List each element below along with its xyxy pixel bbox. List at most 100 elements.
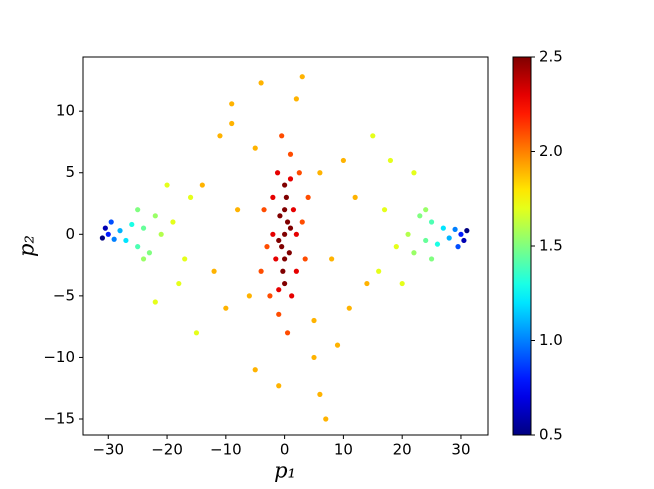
point bbox=[252, 145, 258, 151]
point bbox=[199, 182, 205, 188]
point bbox=[290, 207, 297, 213]
point bbox=[182, 256, 188, 262]
point bbox=[258, 268, 264, 274]
point bbox=[276, 237, 282, 244]
point bbox=[283, 194, 289, 200]
point bbox=[440, 225, 446, 231]
x-tick-label: 30 bbox=[451, 441, 470, 459]
point bbox=[352, 194, 358, 200]
colorbar-tick-label: 1.5 bbox=[539, 237, 563, 255]
point bbox=[99, 235, 105, 241]
point bbox=[234, 207, 241, 213]
point bbox=[346, 305, 352, 311]
point bbox=[289, 293, 295, 299]
point bbox=[305, 194, 311, 200]
point bbox=[284, 219, 291, 225]
point bbox=[105, 231, 111, 237]
point bbox=[423, 207, 429, 213]
point bbox=[393, 244, 399, 250]
point bbox=[405, 231, 411, 237]
point bbox=[282, 231, 288, 237]
point bbox=[135, 207, 141, 213]
point bbox=[279, 244, 285, 250]
point bbox=[102, 225, 108, 231]
colorbar-tick-label: 2.5 bbox=[539, 48, 563, 66]
point bbox=[411, 250, 417, 256]
point bbox=[276, 383, 282, 389]
point bbox=[117, 228, 123, 234]
point bbox=[123, 237, 129, 244]
point bbox=[286, 250, 292, 256]
point bbox=[135, 244, 141, 250]
point bbox=[387, 157, 394, 164]
point bbox=[170, 219, 176, 225]
point bbox=[152, 213, 158, 219]
y-tick-label: −5 bbox=[53, 286, 75, 304]
point bbox=[140, 256, 147, 262]
point bbox=[323, 416, 329, 422]
point bbox=[129, 221, 135, 228]
point bbox=[229, 120, 235, 127]
point bbox=[140, 225, 147, 231]
point bbox=[287, 176, 294, 182]
x-tick-label: −10 bbox=[210, 441, 242, 459]
point bbox=[284, 330, 291, 336]
point bbox=[287, 151, 294, 157]
point bbox=[274, 170, 281, 176]
point bbox=[428, 219, 435, 225]
y-tick-label: 10 bbox=[56, 102, 75, 120]
colorbar-tick-label: 2.0 bbox=[539, 142, 563, 160]
point bbox=[270, 231, 276, 237]
point bbox=[293, 231, 299, 237]
point bbox=[282, 207, 288, 213]
y-axis-label: p₂ bbox=[15, 235, 39, 257]
point bbox=[364, 280, 370, 287]
point bbox=[461, 237, 467, 244]
point bbox=[458, 231, 464, 237]
point bbox=[299, 74, 305, 80]
x-tick-label: −20 bbox=[151, 441, 183, 459]
point bbox=[302, 256, 308, 262]
colorbar-tick-label: 1.0 bbox=[539, 331, 563, 349]
y-tick-label: −10 bbox=[43, 348, 75, 366]
point bbox=[455, 244, 461, 250]
x-tick-label: 10 bbox=[334, 441, 353, 459]
point bbox=[317, 391, 323, 397]
point bbox=[317, 170, 323, 176]
point bbox=[267, 293, 273, 299]
point bbox=[293, 96, 299, 102]
point bbox=[146, 250, 153, 256]
point bbox=[370, 133, 376, 139]
point bbox=[434, 241, 441, 247]
y-tick-label: −15 bbox=[43, 409, 75, 427]
point bbox=[193, 330, 200, 336]
point bbox=[279, 133, 285, 139]
point bbox=[111, 236, 117, 242]
point bbox=[211, 268, 217, 274]
point bbox=[282, 280, 288, 287]
point bbox=[399, 280, 405, 287]
point bbox=[217, 133, 223, 139]
y-tick-label: 5 bbox=[65, 163, 75, 181]
colorbar bbox=[512, 56, 532, 436]
point bbox=[311, 317, 317, 324]
point bbox=[299, 219, 305, 225]
point bbox=[108, 219, 114, 225]
point bbox=[464, 228, 470, 234]
point bbox=[381, 207, 388, 213]
point bbox=[229, 101, 235, 107]
point bbox=[264, 244, 270, 250]
point bbox=[152, 299, 158, 305]
point bbox=[376, 268, 382, 274]
point bbox=[282, 182, 288, 188]
point bbox=[334, 342, 341, 348]
y-tick-label: 0 bbox=[65, 225, 75, 243]
point bbox=[417, 213, 423, 219]
point bbox=[311, 354, 317, 361]
point bbox=[158, 231, 164, 237]
point bbox=[273, 256, 279, 262]
point bbox=[411, 170, 417, 176]
point bbox=[246, 293, 252, 299]
point bbox=[446, 235, 452, 241]
